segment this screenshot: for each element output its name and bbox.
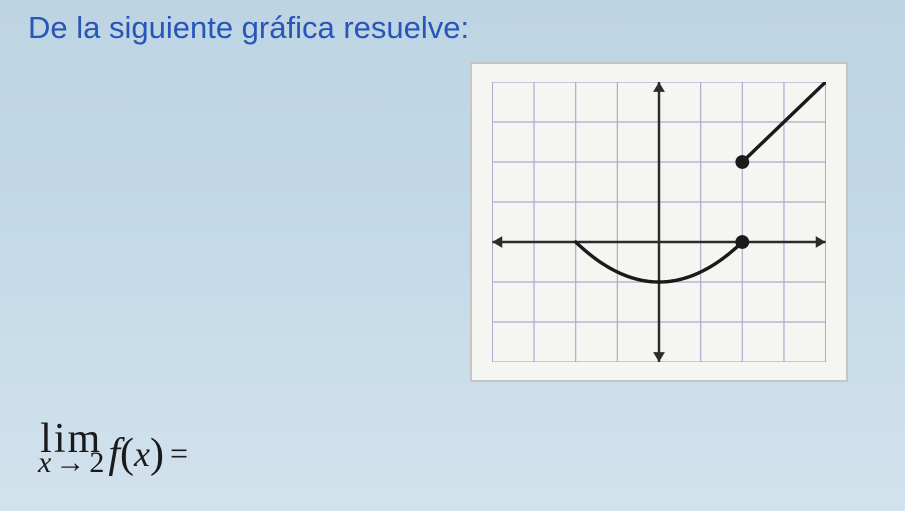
limit-operator: lim x→2 [38, 422, 104, 483]
function-name: f [108, 430, 120, 478]
limit-function: f(x)= [104, 422, 188, 478]
close-paren: ) [150, 430, 164, 478]
approach-var: x [38, 446, 51, 479]
question-text: De la siguiente gráfica resuelve: [28, 10, 469, 46]
approach-arrow: → [55, 446, 85, 479]
chart-frame [470, 62, 848, 382]
open-paren: ( [120, 430, 134, 478]
approach-value: 2 [89, 446, 104, 479]
limit-expression: lim x→2 f(x)= [38, 422, 188, 483]
limit-approach: x→2 [38, 450, 104, 476]
function-arg: x [134, 433, 150, 475]
function-graph [492, 82, 826, 362]
equals-sign: = [170, 435, 188, 472]
graph-svg [492, 82, 826, 362]
